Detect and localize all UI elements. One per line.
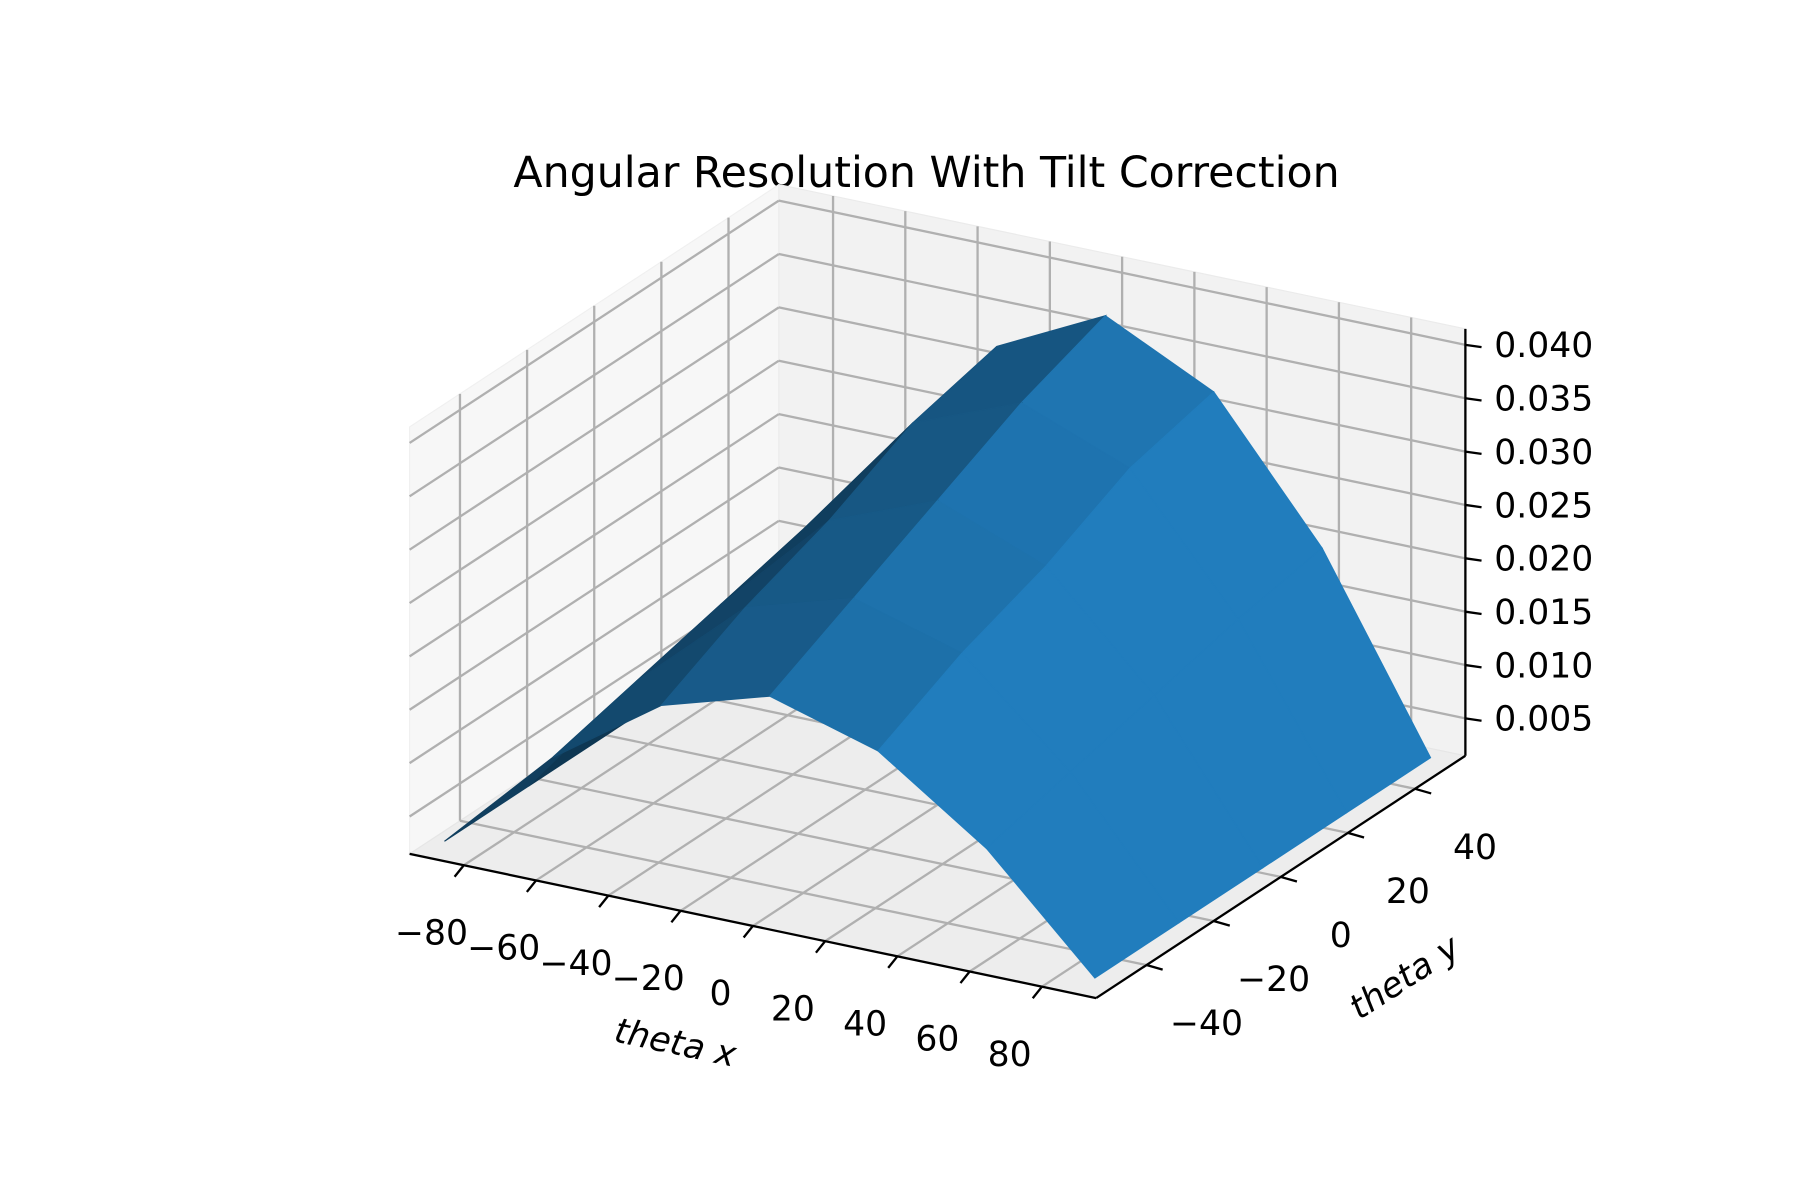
tick-mark (1347, 831, 1365, 839)
axis-line (1095, 754, 1467, 1000)
tick-mark (525, 879, 537, 893)
tick-mark (1465, 503, 1482, 509)
x-tick-label: 20 (771, 989, 815, 1029)
x-tick-label: 80 (988, 1035, 1032, 1075)
x-tick-label: 0 (710, 974, 732, 1014)
tick-mark (1465, 557, 1482, 562)
z-tick-label: 0.025 (1494, 486, 1593, 526)
grid-line (408, 519, 780, 765)
y-axis-label: theta y (1342, 927, 1467, 1028)
grid-line (408, 306, 780, 551)
z-tick-label: 0.040 (1494, 326, 1593, 366)
grid-line (408, 413, 780, 658)
x-tick-label: −40 (540, 944, 613, 984)
tick-mark (1465, 450, 1482, 456)
tick-mark (1465, 397, 1482, 402)
x-axis-label: theta x (611, 1011, 740, 1076)
y-tick-label: −20 (1237, 960, 1310, 1000)
tick-mark (1213, 919, 1231, 927)
tick-mark (1465, 663, 1482, 669)
axis-line (409, 852, 1097, 1000)
grid-line (408, 359, 780, 604)
tick-mark (1465, 343, 1482, 349)
grid-line (778, 199, 1466, 346)
z-tick-label: 0.020 (1494, 540, 1593, 580)
tick-mark (1146, 963, 1163, 971)
tick-mark (1031, 985, 1043, 999)
x-tick-label: 40 (843, 1005, 887, 1045)
tick-mark (1465, 610, 1482, 616)
x-tick-label: −20 (612, 959, 685, 999)
y-tick-label: −40 (1170, 1004, 1243, 1044)
y-tick-label: 40 (1453, 828, 1497, 868)
tick-mark (1465, 717, 1482, 722)
tick-mark (1280, 875, 1298, 883)
tick-mark (887, 955, 899, 969)
chart-title: Angular Resolution With Tilt Correction (513, 148, 1339, 198)
tick-mark (453, 864, 465, 878)
grid-line (459, 819, 1147, 967)
z-tick-label: 0.035 (1494, 380, 1593, 420)
tick-mark (742, 925, 754, 939)
y-tick-label: 0 (1330, 916, 1352, 956)
surface-patch (985, 771, 1180, 979)
tick-mark (1414, 787, 1432, 795)
tick-mark (670, 910, 682, 924)
grid-line (408, 466, 780, 711)
grid-line (408, 199, 780, 444)
x-tick-label: −80 (395, 913, 468, 953)
z-tick-label: 0.005 (1494, 700, 1593, 740)
y-tick-label: 20 (1386, 872, 1430, 912)
tick-mark (598, 894, 610, 908)
z-tick-label: 0.030 (1494, 433, 1593, 473)
grid-line (778, 252, 1466, 400)
grid-line (408, 253, 780, 498)
z-tick-label: 0.010 (1494, 646, 1593, 686)
tick-mark (815, 940, 827, 954)
z-tick-label: 0.015 (1494, 593, 1593, 633)
tick-mark (959, 970, 971, 984)
x-tick-label: −60 (467, 929, 540, 969)
x-tick-label: 60 (915, 1020, 959, 1060)
